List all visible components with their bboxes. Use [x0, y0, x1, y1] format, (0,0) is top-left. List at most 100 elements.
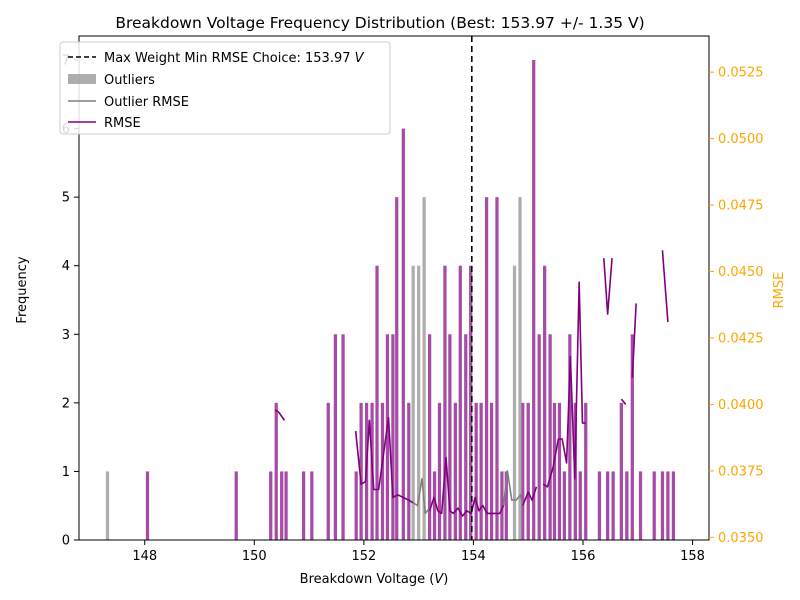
histogram-bar-40	[532, 60, 536, 540]
y2-tick-label-2: 0.0400	[718, 398, 764, 413]
rmse-segment-0	[274, 409, 286, 421]
y2-tick-label-3: 0.0425	[718, 331, 764, 346]
histogram-bar-37	[504, 471, 508, 540]
histogram-bar-16	[380, 402, 385, 540]
x-axis-label-unit: V	[434, 572, 444, 587]
histogram-bar-33	[484, 197, 489, 540]
x-tick-label-3: 154	[461, 549, 486, 564]
histogram-bar-30	[469, 265, 473, 540]
outlier-rmse-segment-1	[502, 470, 524, 506]
histogram-bar-0	[145, 471, 150, 540]
histogram-bar-50	[584, 402, 588, 540]
rmse-segment-1	[354, 416, 414, 504]
y2-tick-label-1: 0.0375	[718, 464, 764, 479]
histogram-bar-39	[526, 402, 530, 540]
outlier-rmse-segment-0	[412, 478, 431, 515]
rmse-series	[274, 250, 669, 517]
histogram-bar-9	[333, 334, 338, 540]
x-tick-label-0: 148	[132, 549, 157, 564]
legend: Max Weight Min RMSE Choice: 153.97 V Out…	[59, 41, 391, 135]
x-tick-label-5: 158	[680, 549, 705, 564]
outlier-bar-2	[417, 265, 421, 540]
histogram-bar-6	[301, 471, 306, 540]
histogram-bar-49	[578, 471, 582, 540]
histogram-bar-38	[521, 402, 525, 540]
histogram-bar-57	[638, 471, 643, 540]
plot-frame	[78, 35, 710, 541]
y-axis-right: 0.0350 0.0375 0.0400 0.0425 0.0450 0.0475 0.05…	[709, 66, 764, 546]
histogram-bar-28	[458, 265, 462, 540]
histogram-bars	[145, 60, 676, 540]
y-tick-label-0: 0	[62, 534, 70, 549]
y-tick-label-1: 1	[62, 465, 70, 480]
rmse-segment-6	[620, 398, 627, 405]
legend-best-unit: V	[355, 51, 365, 66]
legend-rmse-label: RMSE	[104, 116, 141, 131]
plot-area	[105, 36, 676, 540]
histogram-bar-2	[269, 471, 273, 540]
histogram-bar-8	[326, 402, 330, 540]
histogram-bar-17	[385, 334, 390, 540]
y2-tick-label-4: 0.0450	[718, 265, 764, 280]
x-tick-label-2: 152	[351, 549, 376, 564]
histogram-bar-10	[341, 334, 345, 540]
histogram-bar-32	[479, 402, 483, 540]
histogram-bar-23	[432, 471, 437, 540]
y-tick-label-2: 2	[62, 396, 70, 411]
y2-axis-label: RMSE	[772, 272, 787, 309]
histogram-bar-51	[597, 471, 602, 540]
histogram-bar-31	[474, 402, 478, 540]
histogram-bar-36	[500, 471, 504, 540]
histogram-bar-41	[537, 334, 541, 540]
rmse-segment-8	[661, 250, 669, 323]
outlier-bar-3	[422, 197, 426, 540]
legend-outlier-rmse-label: Outlier RMSE	[104, 95, 189, 110]
x-axis-label-close: )	[443, 572, 448, 587]
legend-best-label: Max Weight Min RMSE Choice: 153.97 V	[104, 51, 365, 66]
legend-box	[59, 41, 391, 135]
rmse-segment-4	[542, 281, 586, 488]
histogram-bar-60	[666, 471, 670, 540]
y2-tick-label-5: 0.0475	[718, 199, 764, 214]
histogram-bar-11	[354, 471, 358, 540]
x-axis-label-text: Breakdown Voltage (	[300, 572, 435, 587]
histogram-bar-47	[568, 334, 572, 540]
chart-title: Breakdown Voltage Frequency Distribution…	[115, 14, 644, 32]
histogram-bar-12	[359, 402, 363, 540]
histogram-bar-3	[274, 402, 278, 540]
histogram-bar-35	[495, 197, 499, 540]
histogram-bar-25	[443, 265, 447, 540]
outlier-bar-4	[512, 265, 517, 540]
histogram-bar-43	[548, 334, 552, 540]
y2-tick-label-7: 0.0525	[718, 66, 764, 81]
histogram-bar-5	[284, 471, 288, 540]
histogram-bar-4	[280, 471, 284, 540]
outlier-bars	[105, 197, 522, 540]
y-tick-label-3: 3	[62, 328, 70, 343]
histogram-bar-53	[611, 471, 615, 540]
histogram-bar-22	[427, 334, 432, 540]
histogram-bar-45	[557, 402, 562, 540]
histogram-bar-26	[448, 334, 452, 540]
histogram-bar-55	[625, 471, 629, 540]
histogram-bar-42	[543, 265, 547, 540]
histogram-bar-58	[652, 471, 656, 540]
histogram-bar-61	[671, 471, 676, 540]
y2-tick-label-0: 0.0350	[718, 531, 764, 546]
legend-outliers-swatch	[68, 74, 96, 84]
histogram-bar-7	[310, 471, 314, 540]
histogram-bar-44	[552, 402, 557, 540]
histogram-bar-59	[660, 471, 665, 540]
y2-tick-label-6: 0.0500	[718, 132, 764, 147]
histogram-bar-46	[562, 471, 566, 540]
x-axis-label: Breakdown Voltage (V)	[300, 572, 449, 587]
histogram-bar-20	[401, 128, 405, 540]
x-tick-label-1: 150	[242, 549, 267, 564]
legend-outliers-label: Outliers	[104, 73, 155, 88]
y-tick-label-4: 4	[62, 259, 70, 274]
rmse-segment-7	[631, 303, 637, 378]
x-axis: 148 150 152 154 156 158	[132, 540, 705, 564]
x-tick-label-4: 156	[571, 549, 596, 564]
y-axis-label: Frequency	[15, 256, 30, 323]
